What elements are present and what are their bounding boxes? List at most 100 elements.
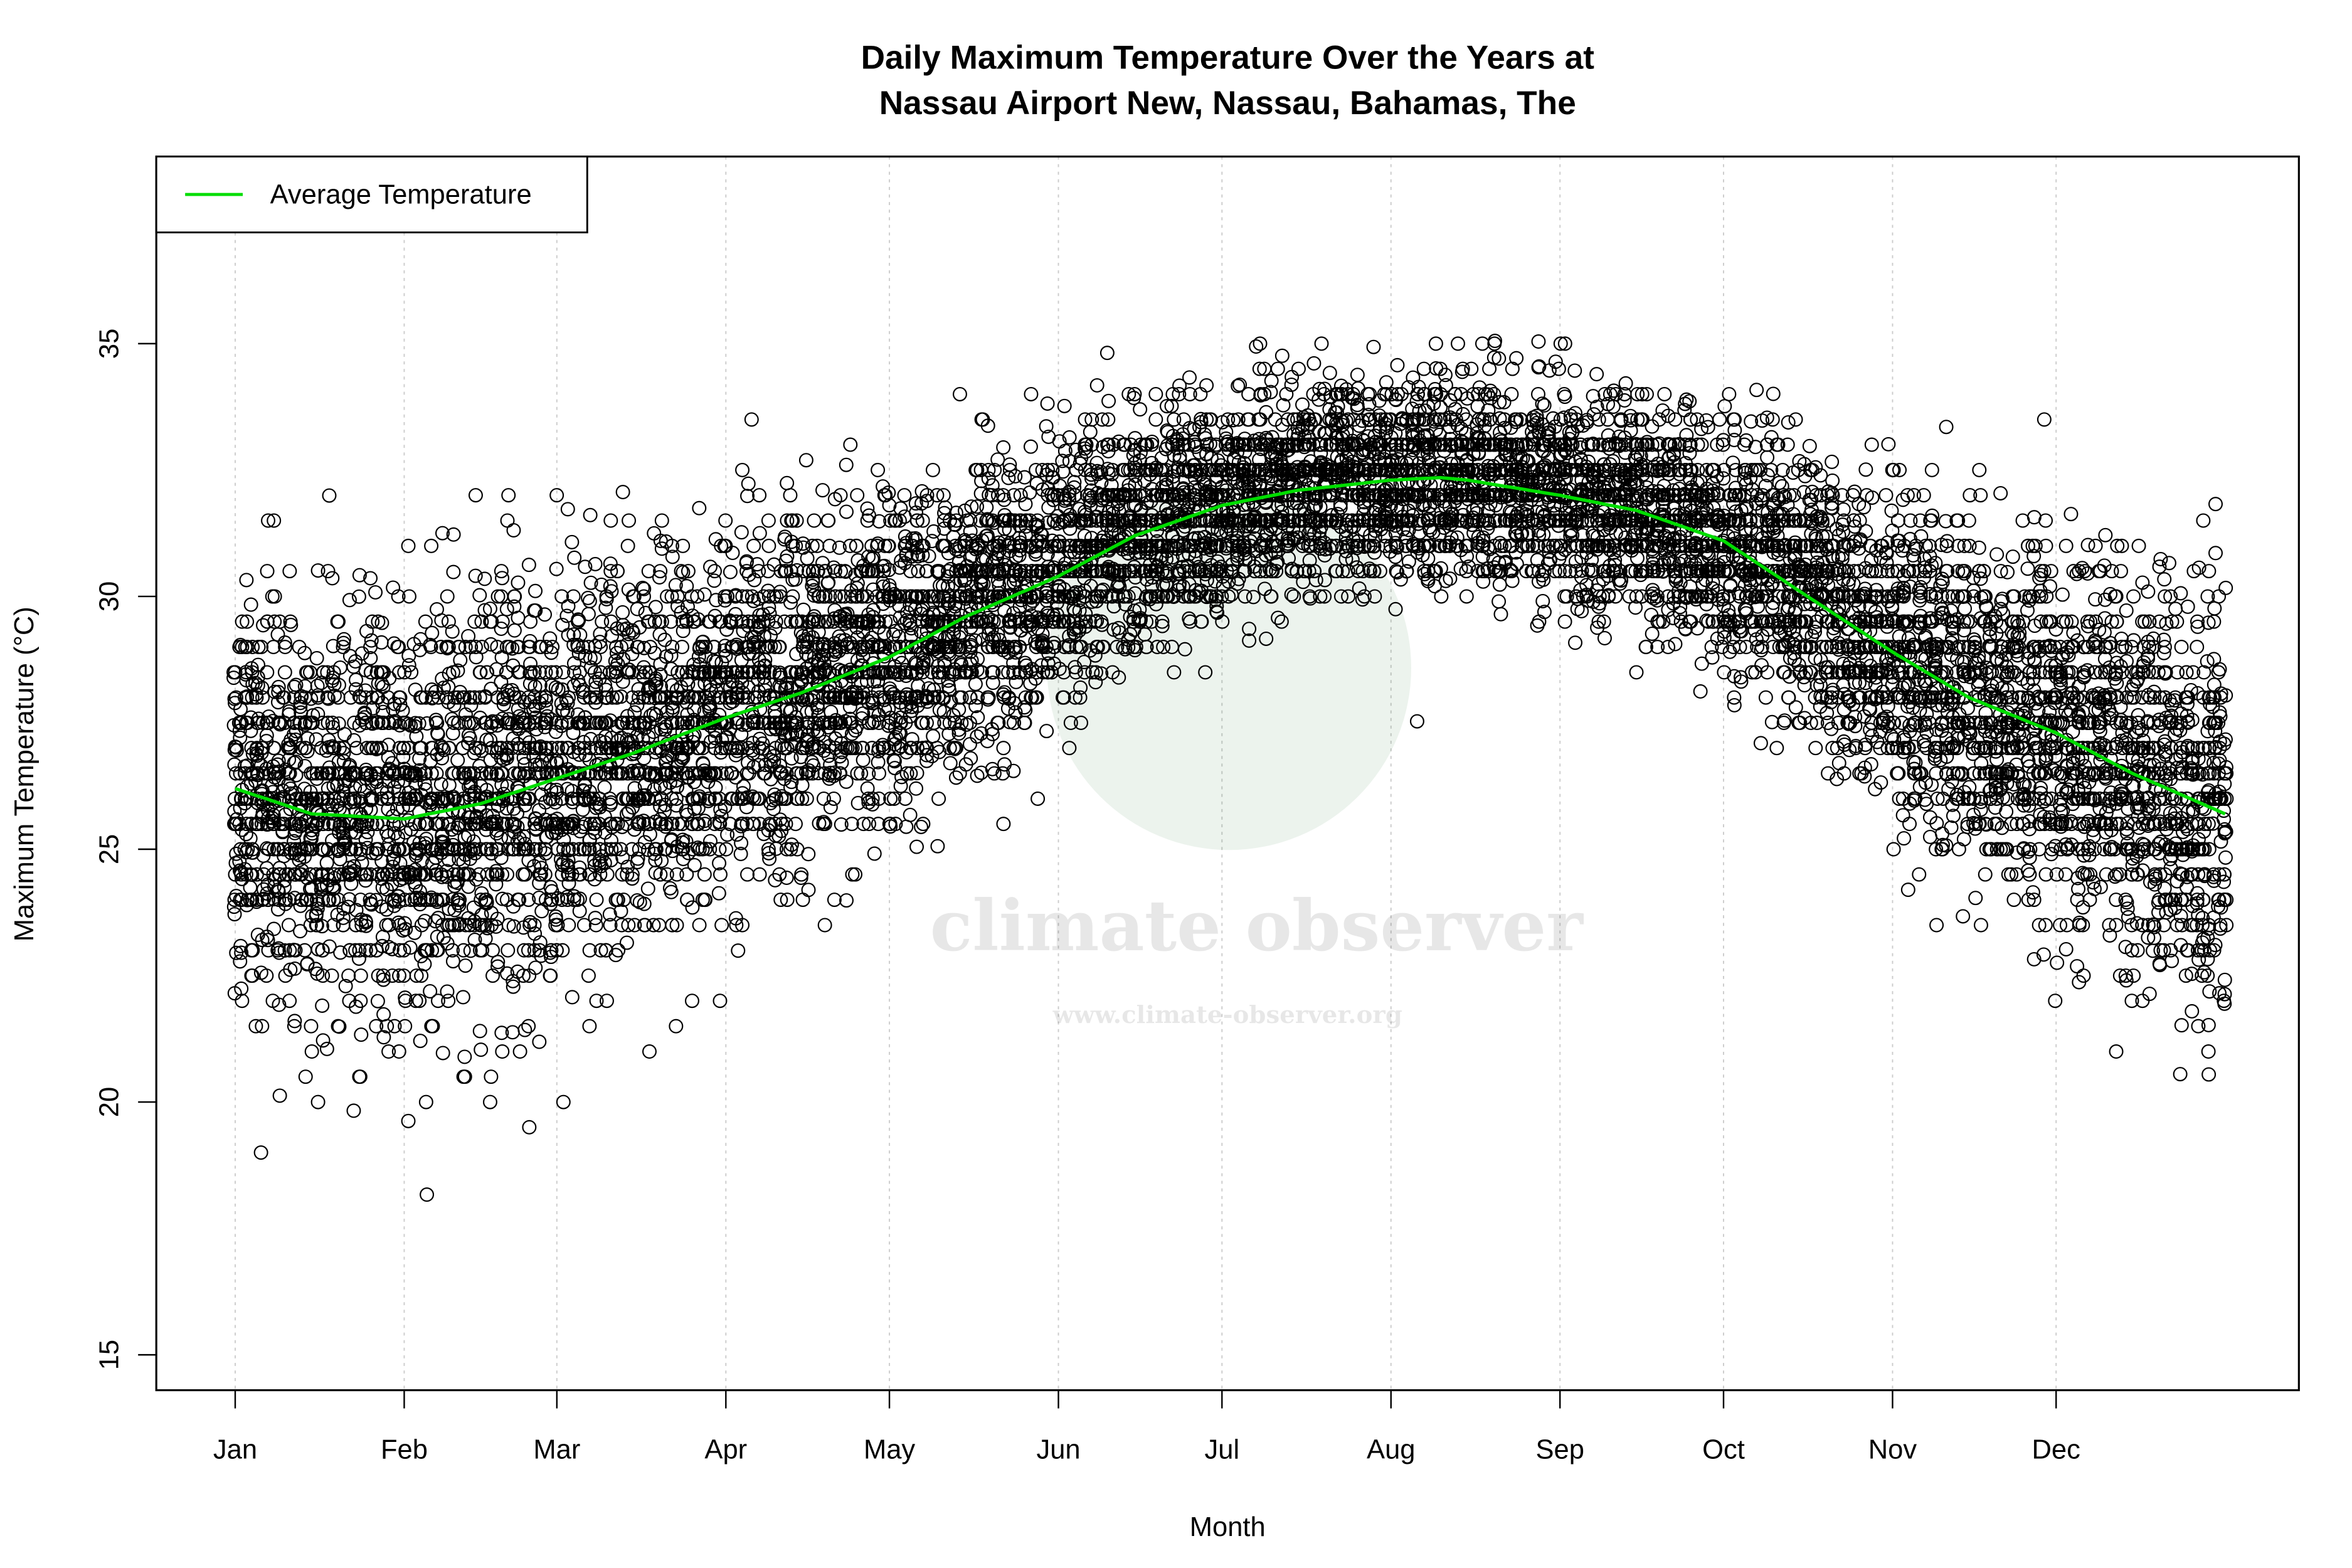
data-point	[352, 943, 367, 958]
data-point	[309, 650, 324, 665]
data-point	[287, 1019, 302, 1034]
data-point	[240, 640, 255, 655]
data-point	[294, 842, 309, 857]
data-point	[332, 1019, 347, 1034]
data-point	[363, 650, 378, 665]
data-point	[256, 882, 271, 897]
data-point	[348, 943, 363, 958]
data-point	[349, 741, 364, 756]
data-point	[342, 867, 358, 882]
data-point	[348, 918, 363, 933]
data-point	[325, 571, 340, 586]
data-point	[244, 817, 259, 832]
data-point	[300, 744, 315, 759]
data-point	[309, 766, 324, 781]
data-point	[245, 640, 260, 655]
data-point	[336, 635, 351, 650]
data-point	[309, 791, 324, 806]
data-point	[260, 564, 275, 579]
data-point	[357, 706, 372, 721]
data-point	[267, 921, 282, 936]
data-point	[233, 730, 248, 745]
data-point	[348, 842, 363, 857]
data-point	[243, 597, 258, 612]
data-point	[270, 766, 285, 781]
data-point	[278, 893, 293, 908]
data-point	[309, 906, 324, 921]
data-point	[235, 893, 250, 908]
data-point	[272, 997, 287, 1012]
data-point	[299, 665, 314, 680]
data-point	[310, 690, 326, 705]
data-point	[354, 794, 369, 809]
data-point	[326, 879, 341, 894]
data-point	[233, 954, 248, 969]
data-point	[315, 998, 330, 1013]
data-point	[277, 665, 292, 680]
data-point	[364, 633, 379, 648]
data-point	[261, 893, 275, 908]
data-point	[309, 918, 324, 933]
data-point	[237, 862, 252, 877]
data-point	[332, 791, 347, 806]
watermark-name: climate observer	[930, 886, 1584, 967]
data-point	[266, 741, 281, 756]
data-point	[248, 1019, 263, 1034]
data-point	[349, 672, 364, 687]
data-point	[238, 716, 253, 730]
data-point	[315, 1033, 331, 1048]
data-point	[346, 1103, 361, 1118]
data-point	[286, 943, 301, 958]
data-point	[315, 842, 331, 857]
data-point	[238, 867, 253, 882]
data-point	[261, 943, 276, 958]
data-point	[358, 913, 373, 928]
data-point	[363, 571, 378, 586]
data-point	[255, 933, 270, 948]
data-point	[332, 852, 347, 867]
data-point	[297, 645, 312, 660]
data-point	[245, 867, 260, 882]
data-point	[322, 939, 337, 954]
data-point	[303, 867, 318, 882]
data-point	[304, 1019, 319, 1034]
data-point	[346, 859, 361, 874]
data-point	[343, 690, 358, 705]
data-point	[254, 640, 269, 655]
data-point	[281, 918, 296, 933]
data-point	[352, 1069, 367, 1084]
data-point	[287, 834, 302, 849]
data-point	[310, 901, 325, 916]
data-point	[227, 907, 242, 922]
data-point	[239, 817, 254, 832]
data-point	[289, 768, 304, 783]
data-point	[267, 513, 282, 528]
data-point	[234, 981, 249, 996]
data-point	[316, 817, 331, 832]
data-point	[253, 1145, 268, 1160]
data-point	[336, 640, 351, 655]
data-point	[297, 842, 312, 857]
data-point	[363, 793, 378, 808]
data-point	[310, 678, 325, 693]
data-point	[250, 678, 265, 693]
data-point	[351, 589, 366, 604]
data-point	[244, 943, 259, 958]
data-point	[267, 817, 282, 832]
data-point	[364, 741, 379, 756]
data-point	[261, 513, 275, 528]
data-point	[336, 791, 351, 806]
data-point	[314, 919, 329, 934]
data-point	[277, 817, 292, 832]
data-point	[353, 993, 368, 1009]
data-point	[244, 968, 259, 983]
data-point	[267, 589, 282, 604]
data-point	[243, 831, 258, 846]
data-point	[305, 842, 320, 857]
data-point	[272, 764, 287, 779]
data-point	[324, 968, 339, 983]
data-point	[309, 893, 324, 908]
data-point	[315, 716, 331, 730]
data-point	[327, 677, 342, 692]
